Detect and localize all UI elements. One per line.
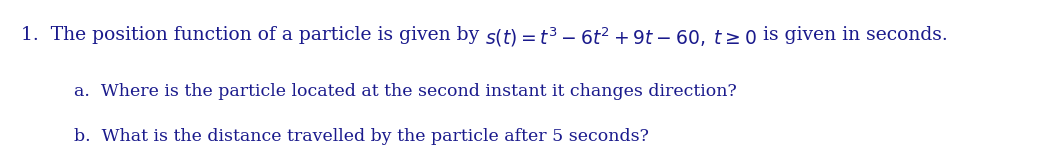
Text: b.  What is the distance travelled by the particle after 5 seconds?: b. What is the distance travelled by the… (74, 128, 648, 145)
Text: is given in seconds.: is given in seconds. (757, 26, 948, 44)
Text: 1.  The position function of a particle is given by: 1. The position function of a particle i… (21, 26, 485, 44)
Text: $s(t) = t^3 - 6t^2 + 9t - 60,\; t \geq 0$: $s(t) = t^3 - 6t^2 + 9t - 60,\; t \geq 0… (485, 26, 757, 49)
Text: a.  Where is the particle located at the second instant it changes direction?: a. Where is the particle located at the … (74, 83, 736, 100)
